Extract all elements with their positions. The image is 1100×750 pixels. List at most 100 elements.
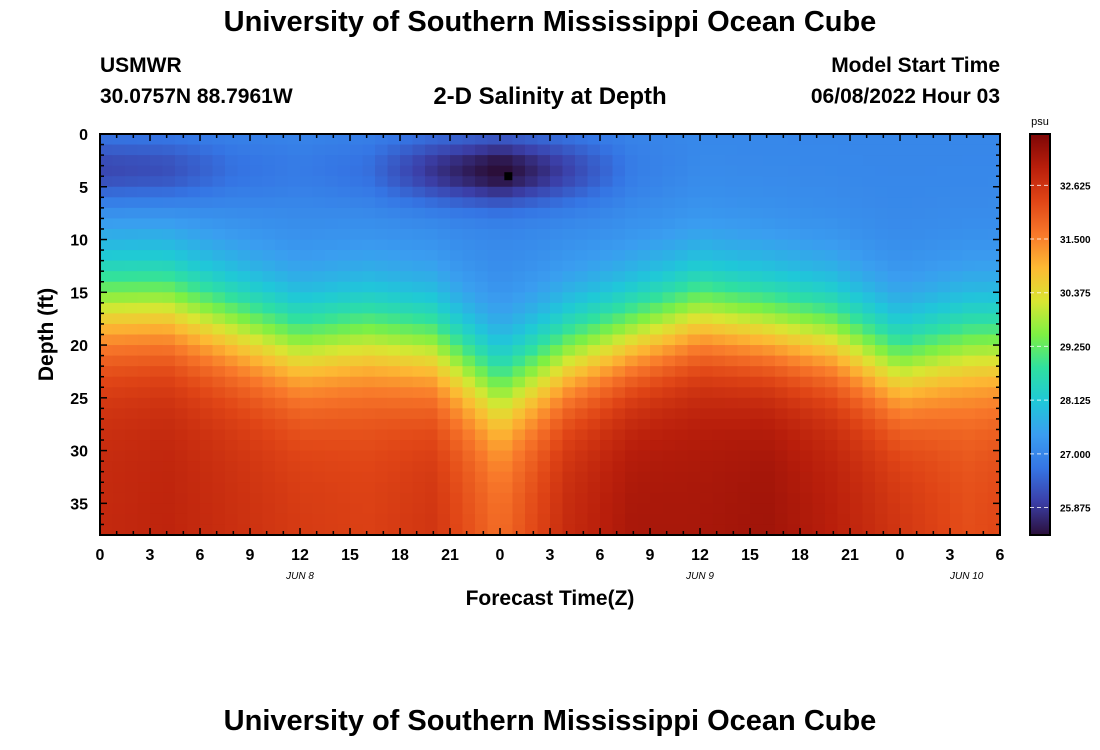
heatmap-cell — [125, 207, 139, 220]
heatmap-cell — [275, 228, 289, 241]
heatmap-cell — [462, 334, 476, 346]
heatmap-cell — [350, 260, 364, 272]
heatmap-cell — [600, 366, 614, 378]
heatmap-cell — [250, 482, 264, 494]
heatmap-cell — [862, 450, 876, 462]
heatmap-cell — [625, 471, 639, 483]
heatmap-cell — [412, 450, 426, 462]
heatmap-cell — [587, 271, 601, 283]
heatmap-cell — [575, 250, 589, 262]
heatmap-cell — [475, 366, 489, 378]
heatmap-cell — [487, 397, 501, 409]
heatmap-cell — [700, 492, 714, 504]
heatmap-cell — [750, 440, 764, 452]
heatmap-cell — [587, 334, 601, 346]
heatmap-cell — [687, 471, 701, 483]
heatmap-cell — [737, 397, 751, 409]
heatmap-cell — [150, 218, 164, 230]
heatmap-cell — [925, 397, 939, 409]
heatmap-cell — [162, 461, 176, 473]
heatmap-cell — [375, 260, 389, 272]
heatmap-cell — [362, 207, 376, 220]
heatmap-cell — [325, 397, 339, 409]
heatmap-cell — [137, 355, 151, 367]
heatmap-cell — [625, 165, 639, 177]
heatmap-cell — [650, 250, 664, 262]
heatmap-cell — [200, 376, 214, 388]
heatmap-cell — [600, 376, 614, 388]
heatmap-cell — [162, 482, 176, 494]
heatmap-cell — [237, 239, 251, 251]
heatmap-cell — [862, 513, 876, 526]
heatmap-cell — [500, 387, 514, 399]
heatmap-cell — [487, 271, 501, 283]
heatmap-cell — [362, 239, 376, 251]
heatmap-cell — [250, 397, 264, 409]
heatmap-cell — [287, 429, 301, 441]
heatmap-cell — [800, 503, 814, 515]
heatmap-cell — [687, 440, 701, 452]
heatmap-cell — [262, 355, 276, 367]
heatmap-cell — [587, 144, 601, 156]
heatmap-cell — [800, 366, 814, 378]
heatmap-cell — [287, 271, 301, 283]
heatmap-cell — [600, 471, 614, 483]
heatmap-cell — [387, 260, 401, 272]
heatmap-cell — [137, 397, 151, 409]
heatmap-cell — [425, 134, 439, 146]
heatmap-cell — [487, 207, 501, 220]
heatmap-cell — [837, 387, 851, 399]
heatmap-cell — [262, 228, 276, 241]
heatmap-cell — [325, 186, 339, 198]
heatmap-cell — [775, 292, 789, 304]
heatmap-cell — [575, 418, 589, 431]
heatmap-cell — [975, 387, 989, 399]
heatmap-cell — [887, 302, 901, 314]
heatmap-cell — [612, 165, 626, 177]
heatmap-cell — [512, 471, 526, 483]
heatmap-cell — [437, 461, 451, 473]
heatmap-cell — [500, 408, 514, 420]
heatmap-cell — [312, 271, 326, 283]
heatmap-cell — [250, 366, 264, 378]
heatmap-cell — [812, 165, 826, 177]
heatmap-cell — [850, 387, 864, 399]
heatmap-cell — [637, 429, 651, 441]
heatmap-cell — [125, 450, 139, 462]
heatmap-cell — [187, 186, 201, 198]
heatmap-cell — [275, 260, 289, 272]
heatmap-cell — [712, 524, 726, 536]
heatmap-cell — [150, 207, 164, 220]
heatmap-cell — [675, 345, 689, 357]
heatmap-cell — [225, 302, 239, 314]
heatmap-cell — [737, 482, 751, 494]
heatmap-cell — [200, 345, 214, 357]
heatmap-cell — [612, 418, 626, 431]
heatmap-cell — [112, 387, 126, 399]
heatmap-cell — [387, 155, 401, 167]
heatmap-cell — [825, 323, 839, 336]
heatmap-cell — [487, 429, 501, 441]
heatmap-cell — [587, 323, 601, 336]
heatmap-cell — [637, 239, 651, 251]
heatmap-cell — [212, 155, 226, 167]
heatmap-cell — [487, 302, 501, 314]
heatmap-cell — [812, 366, 826, 378]
heatmap-cell — [412, 281, 426, 293]
heatmap-cell — [562, 292, 576, 304]
x-tick-label: 9 — [246, 547, 255, 564]
heatmap-cell — [262, 155, 276, 167]
heatmap-cell — [700, 503, 714, 515]
heatmap-cell — [162, 207, 176, 220]
heatmap-cell — [512, 429, 526, 441]
heatmap-cell — [275, 471, 289, 483]
heatmap-cell — [237, 492, 251, 504]
heatmap-cell — [637, 250, 651, 262]
heatmap-cell — [487, 503, 501, 515]
heatmap-cell — [775, 165, 789, 177]
heatmap-cell — [100, 440, 114, 452]
heatmap-cell — [225, 281, 239, 293]
heatmap-cell — [675, 376, 689, 388]
heatmap-cell — [225, 260, 239, 272]
heatmap-cell — [675, 134, 689, 146]
